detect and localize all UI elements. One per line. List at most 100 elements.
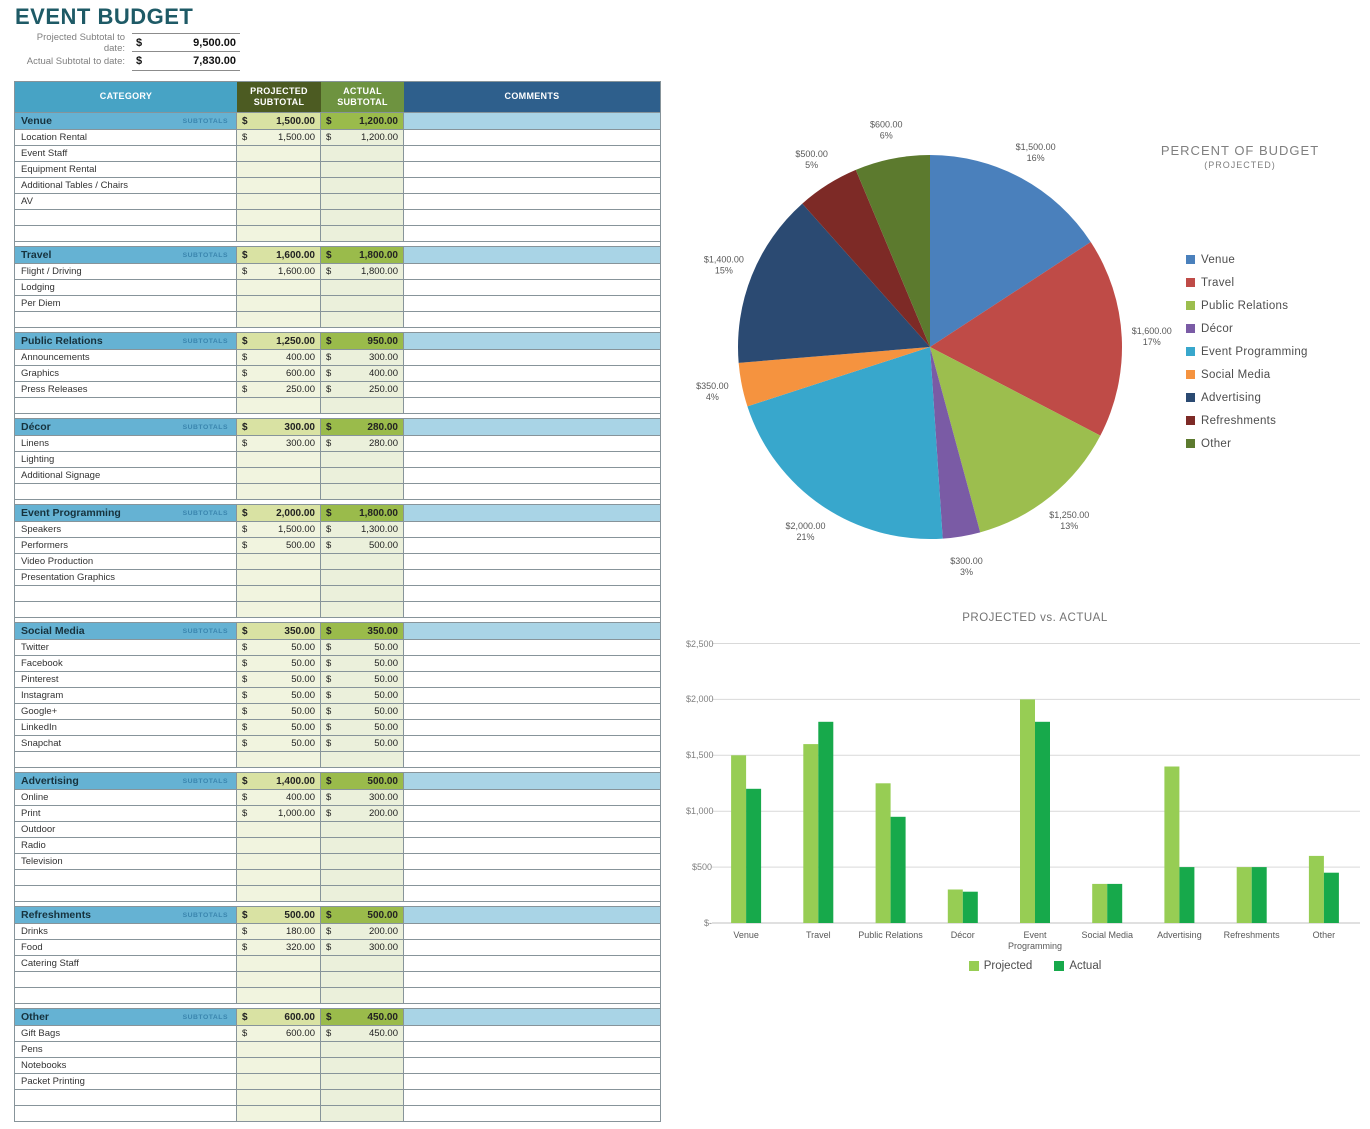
section-projected-cell[interactable]: $350.00 — [237, 623, 321, 639]
item-projected-cell[interactable] — [237, 312, 321, 327]
item-projected-cell[interactable]: $50.00 — [237, 688, 321, 703]
item-comments-cell[interactable] — [404, 296, 660, 311]
item-projected-cell[interactable]: $50.00 — [237, 672, 321, 687]
item-actual-cell[interactable]: $1,200.00 — [321, 130, 404, 145]
item-category-cell[interactable]: Equipment Rental — [15, 162, 237, 177]
item-comments-cell[interactable] — [404, 130, 660, 145]
item-actual-cell[interactable] — [321, 988, 404, 1003]
item-comments-cell[interactable] — [404, 656, 660, 671]
section-actual-cell[interactable]: $500.00 — [321, 773, 404, 789]
column-header-comments[interactable]: COMMENTS — [404, 82, 660, 112]
section-category-cell[interactable]: Venue SUBTOTALS — [15, 113, 237, 129]
item-projected-cell[interactable] — [237, 210, 321, 225]
item-category-cell[interactable]: Catering Staff — [15, 956, 237, 971]
item-comments-cell[interactable] — [404, 822, 660, 837]
item-projected-cell[interactable]: $50.00 — [237, 640, 321, 655]
item-category-cell[interactable] — [15, 1090, 237, 1105]
item-projected-cell[interactable] — [237, 554, 321, 569]
item-actual-cell[interactable]: $50.00 — [321, 688, 404, 703]
item-actual-cell[interactable]: $50.00 — [321, 656, 404, 671]
item-actual-cell[interactable] — [321, 972, 404, 987]
item-comments-cell[interactable] — [404, 602, 660, 617]
item-comments-cell[interactable] — [404, 870, 660, 885]
item-comments-cell[interactable] — [404, 1090, 660, 1105]
item-comments-cell[interactable] — [404, 640, 660, 655]
item-projected-cell[interactable]: $50.00 — [237, 656, 321, 671]
item-comments-cell[interactable] — [404, 366, 660, 381]
item-comments-cell[interactable] — [404, 1058, 660, 1073]
item-category-cell[interactable]: Pens — [15, 1042, 237, 1057]
item-category-cell[interactable]: Announcements — [15, 350, 237, 365]
item-actual-cell[interactable] — [321, 1058, 404, 1073]
item-actual-cell[interactable] — [321, 146, 404, 161]
section-category-cell[interactable]: Social Media SUBTOTALS — [15, 623, 237, 639]
item-projected-cell[interactable] — [237, 838, 321, 853]
item-actual-cell[interactable] — [321, 468, 404, 483]
item-comments-cell[interactable] — [404, 1106, 660, 1121]
item-comments-cell[interactable] — [404, 146, 660, 161]
item-category-cell[interactable]: Print — [15, 806, 237, 821]
item-projected-cell[interactable] — [237, 452, 321, 467]
item-projected-cell[interactable] — [237, 752, 321, 767]
item-comments-cell[interactable] — [404, 586, 660, 601]
item-projected-cell[interactable] — [237, 886, 321, 901]
item-comments-cell[interactable] — [404, 886, 660, 901]
section-comments-cell[interactable] — [404, 505, 660, 521]
item-category-cell[interactable]: Video Production — [15, 554, 237, 569]
item-comments-cell[interactable] — [404, 522, 660, 537]
item-comments-cell[interactable] — [404, 280, 660, 295]
item-actual-cell[interactable]: $250.00 — [321, 382, 404, 397]
column-header-projected-subtotal[interactable]: PROJECTED SUBTOTAL — [237, 82, 321, 112]
item-actual-cell[interactable]: $50.00 — [321, 720, 404, 735]
item-comments-cell[interactable] — [404, 1042, 660, 1057]
item-category-cell[interactable]: Instagram — [15, 688, 237, 703]
section-actual-cell[interactable]: $500.00 — [321, 907, 404, 923]
item-actual-cell[interactable] — [321, 602, 404, 617]
item-comments-cell[interactable] — [404, 452, 660, 467]
item-actual-cell[interactable]: $200.00 — [321, 924, 404, 939]
item-category-cell[interactable]: Drinks — [15, 924, 237, 939]
item-category-cell[interactable] — [15, 972, 237, 987]
item-actual-cell[interactable]: $400.00 — [321, 366, 404, 381]
item-comments-cell[interactable] — [404, 436, 660, 451]
item-category-cell[interactable] — [15, 398, 237, 413]
item-projected-cell[interactable] — [237, 956, 321, 971]
item-actual-cell[interactable]: $1,300.00 — [321, 522, 404, 537]
item-category-cell[interactable]: Snapchat — [15, 736, 237, 751]
item-actual-cell[interactable] — [321, 586, 404, 601]
column-header-category[interactable]: CATEGORY — [15, 82, 237, 112]
item-comments-cell[interactable] — [404, 468, 660, 483]
item-comments-cell[interactable] — [404, 1026, 660, 1041]
item-projected-cell[interactable]: $400.00 — [237, 790, 321, 805]
item-category-cell[interactable]: Google+ — [15, 704, 237, 719]
item-category-cell[interactable]: Notebooks — [15, 1058, 237, 1073]
item-projected-cell[interactable] — [237, 1074, 321, 1089]
item-category-cell[interactable] — [15, 312, 237, 327]
item-category-cell[interactable]: Additional Signage — [15, 468, 237, 483]
item-actual-cell[interactable]: $500.00 — [321, 538, 404, 553]
item-projected-cell[interactable] — [237, 1106, 321, 1121]
section-comments-cell[interactable] — [404, 113, 660, 129]
item-projected-cell[interactable]: $1,000.00 — [237, 806, 321, 821]
item-projected-cell[interactable] — [237, 870, 321, 885]
item-comments-cell[interactable] — [404, 972, 660, 987]
item-comments-cell[interactable] — [404, 752, 660, 767]
item-actual-cell[interactable] — [321, 1106, 404, 1121]
item-comments-cell[interactable] — [404, 838, 660, 853]
item-category-cell[interactable]: Event Staff — [15, 146, 237, 161]
item-projected-cell[interactable] — [237, 226, 321, 241]
item-comments-cell[interactable] — [404, 350, 660, 365]
item-projected-cell[interactable] — [237, 194, 321, 209]
projected-subtotal-cell[interactable]: $ 9,500.00 — [132, 33, 240, 52]
item-category-cell[interactable] — [15, 586, 237, 601]
item-category-cell[interactable] — [15, 210, 237, 225]
item-actual-cell[interactable]: $300.00 — [321, 350, 404, 365]
item-category-cell[interactable]: Flight / Driving — [15, 264, 237, 279]
item-comments-cell[interactable] — [404, 854, 660, 869]
item-actual-cell[interactable] — [321, 312, 404, 327]
item-projected-cell[interactable] — [237, 146, 321, 161]
section-category-cell[interactable]: Public Relations SUBTOTALS — [15, 333, 237, 349]
item-category-cell[interactable] — [15, 870, 237, 885]
item-category-cell[interactable]: Online — [15, 790, 237, 805]
item-comments-cell[interactable] — [404, 484, 660, 499]
